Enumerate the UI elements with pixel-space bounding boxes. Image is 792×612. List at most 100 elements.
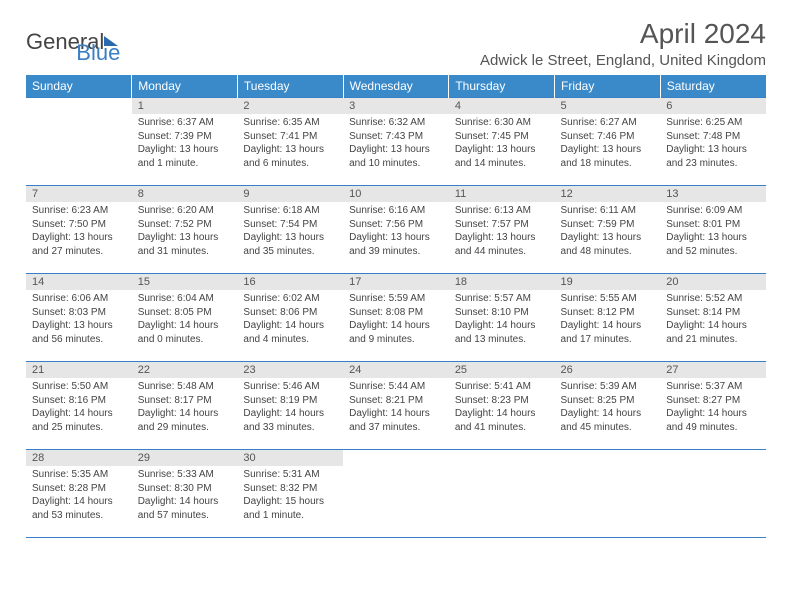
calendar-day-cell: 6Sunrise: 6:25 AMSunset: 7:48 PMDaylight… — [660, 98, 766, 186]
daylight-text-1: Daylight: 14 hours — [561, 319, 655, 333]
sunset-text: Sunset: 7:59 PM — [561, 218, 655, 232]
sunrise-text: Sunrise: 5:41 AM — [455, 380, 549, 394]
day-number: 20 — [660, 274, 766, 290]
sunrise-text: Sunrise: 5:50 AM — [32, 380, 126, 394]
sunset-text: Sunset: 7:41 PM — [243, 130, 337, 144]
sunset-text: Sunset: 8:30 PM — [138, 482, 232, 496]
day-number: 2 — [237, 98, 343, 114]
day-number: 23 — [237, 362, 343, 378]
daylight-text-1: Daylight: 14 hours — [138, 407, 232, 421]
day-number: 12 — [555, 186, 661, 202]
day-number: 26 — [555, 362, 661, 378]
day-number: 9 — [237, 186, 343, 202]
daylight-text-1: Daylight: 14 hours — [666, 319, 760, 333]
daylight-text-1: Daylight: 13 hours — [349, 231, 443, 245]
daylight-text-2: and 39 minutes. — [349, 245, 443, 259]
daylight-text-1: Daylight: 13 hours — [138, 143, 232, 157]
daylight-text-2: and 56 minutes. — [32, 333, 126, 347]
daylight-text-1: Daylight: 13 hours — [455, 231, 549, 245]
daylight-text-2: and 49 minutes. — [666, 421, 760, 435]
sunrise-text: Sunrise: 6:27 AM — [561, 116, 655, 130]
sunset-text: Sunset: 7:43 PM — [349, 130, 443, 144]
day-number: 16 — [237, 274, 343, 290]
sunrise-text: Sunrise: 5:48 AM — [138, 380, 232, 394]
sunset-text: Sunset: 7:54 PM — [243, 218, 337, 232]
daylight-text-2: and 27 minutes. — [32, 245, 126, 259]
weekday-header: Friday — [555, 75, 661, 98]
calendar-day-cell: . — [555, 450, 661, 538]
day-details: Sunrise: 5:46 AMSunset: 8:19 PMDaylight:… — [237, 378, 343, 438]
day-details: Sunrise: 5:48 AMSunset: 8:17 PMDaylight:… — [132, 378, 238, 438]
day-details: Sunrise: 6:37 AMSunset: 7:39 PMDaylight:… — [132, 114, 238, 174]
daylight-text-1: Daylight: 14 hours — [666, 407, 760, 421]
weekday-header-row: Sunday Monday Tuesday Wednesday Thursday… — [26, 75, 766, 98]
sunset-text: Sunset: 8:25 PM — [561, 394, 655, 408]
daylight-text-2: and 6 minutes. — [243, 157, 337, 171]
day-details: Sunrise: 5:41 AMSunset: 8:23 PMDaylight:… — [449, 378, 555, 438]
calendar-day-cell: 22Sunrise: 5:48 AMSunset: 8:17 PMDayligh… — [132, 362, 238, 450]
day-number: 15 — [132, 274, 238, 290]
logo: General Blue — [26, 18, 120, 66]
daylight-text-1: Daylight: 13 hours — [243, 143, 337, 157]
sunrise-text: Sunrise: 6:06 AM — [32, 292, 126, 306]
sunrise-text: Sunrise: 5:52 AM — [666, 292, 760, 306]
daylight-text-1: Daylight: 15 hours — [243, 495, 337, 509]
day-number: 8 — [132, 186, 238, 202]
sunrise-text: Sunrise: 6:20 AM — [138, 204, 232, 218]
daylight-text-2: and 48 minutes. — [561, 245, 655, 259]
daylight-text-2: and 44 minutes. — [455, 245, 549, 259]
calendar-day-cell: 11Sunrise: 6:13 AMSunset: 7:57 PMDayligh… — [449, 186, 555, 274]
day-details: Sunrise: 5:33 AMSunset: 8:30 PMDaylight:… — [132, 466, 238, 526]
weekday-header: Saturday — [660, 75, 766, 98]
calendar-day-cell: 15Sunrise: 6:04 AMSunset: 8:05 PMDayligh… — [132, 274, 238, 362]
daylight-text-1: Daylight: 14 hours — [349, 407, 443, 421]
daylight-text-1: Daylight: 14 hours — [243, 319, 337, 333]
daylight-text-1: Daylight: 14 hours — [455, 407, 549, 421]
day-number: 1 — [132, 98, 238, 114]
daylight-text-2: and 23 minutes. — [666, 157, 760, 171]
calendar-day-cell: 20Sunrise: 5:52 AMSunset: 8:14 PMDayligh… — [660, 274, 766, 362]
sunrise-text: Sunrise: 6:23 AM — [32, 204, 126, 218]
sunrise-text: Sunrise: 5:37 AM — [666, 380, 760, 394]
calendar-week-row: 21Sunrise: 5:50 AMSunset: 8:16 PMDayligh… — [26, 362, 766, 450]
calendar-day-cell: 26Sunrise: 5:39 AMSunset: 8:25 PMDayligh… — [555, 362, 661, 450]
daylight-text-1: Daylight: 13 hours — [666, 231, 760, 245]
daylight-text-2: and 57 minutes. — [138, 509, 232, 523]
sunrise-text: Sunrise: 5:57 AM — [455, 292, 549, 306]
sunrise-text: Sunrise: 5:59 AM — [349, 292, 443, 306]
day-details: Sunrise: 6:27 AMSunset: 7:46 PMDaylight:… — [555, 114, 661, 174]
sunset-text: Sunset: 8:10 PM — [455, 306, 549, 320]
daylight-text-2: and 21 minutes. — [666, 333, 760, 347]
sunrise-text: Sunrise: 6:30 AM — [455, 116, 549, 130]
day-details: Sunrise: 6:20 AMSunset: 7:52 PMDaylight:… — [132, 202, 238, 262]
sunset-text: Sunset: 8:28 PM — [32, 482, 126, 496]
day-details: Sunrise: 6:25 AMSunset: 7:48 PMDaylight:… — [660, 114, 766, 174]
daylight-text-1: Daylight: 13 hours — [349, 143, 443, 157]
day-number: 14 — [26, 274, 132, 290]
daylight-text-1: Daylight: 14 hours — [32, 407, 126, 421]
calendar-day-cell: 27Sunrise: 5:37 AMSunset: 8:27 PMDayligh… — [660, 362, 766, 450]
page-title: April 2024 — [480, 18, 766, 50]
sunrise-text: Sunrise: 5:55 AM — [561, 292, 655, 306]
calendar-day-cell: . — [26, 98, 132, 186]
sunset-text: Sunset: 8:21 PM — [349, 394, 443, 408]
day-details: Sunrise: 5:39 AMSunset: 8:25 PMDaylight:… — [555, 378, 661, 438]
day-details: Sunrise: 6:16 AMSunset: 7:56 PMDaylight:… — [343, 202, 449, 262]
sunrise-text: Sunrise: 6:11 AM — [561, 204, 655, 218]
calendar-day-cell: 13Sunrise: 6:09 AMSunset: 8:01 PMDayligh… — [660, 186, 766, 274]
daylight-text-1: Daylight: 14 hours — [243, 407, 337, 421]
calendar-day-cell: 25Sunrise: 5:41 AMSunset: 8:23 PMDayligh… — [449, 362, 555, 450]
daylight-text-2: and 0 minutes. — [138, 333, 232, 347]
daylight-text-2: and 10 minutes. — [349, 157, 443, 171]
sunrise-text: Sunrise: 6:32 AM — [349, 116, 443, 130]
sunrise-text: Sunrise: 5:33 AM — [138, 468, 232, 482]
sunset-text: Sunset: 8:03 PM — [32, 306, 126, 320]
sunset-text: Sunset: 7:52 PM — [138, 218, 232, 232]
day-details: Sunrise: 5:50 AMSunset: 8:16 PMDaylight:… — [26, 378, 132, 438]
day-details: Sunrise: 6:06 AMSunset: 8:03 PMDaylight:… — [26, 290, 132, 350]
title-block: April 2024 Adwick le Street, England, Un… — [480, 18, 766, 69]
sunset-text: Sunset: 7:39 PM — [138, 130, 232, 144]
sunset-text: Sunset: 8:12 PM — [561, 306, 655, 320]
day-details: Sunrise: 5:57 AMSunset: 8:10 PMDaylight:… — [449, 290, 555, 350]
sunrise-text: Sunrise: 6:02 AM — [243, 292, 337, 306]
